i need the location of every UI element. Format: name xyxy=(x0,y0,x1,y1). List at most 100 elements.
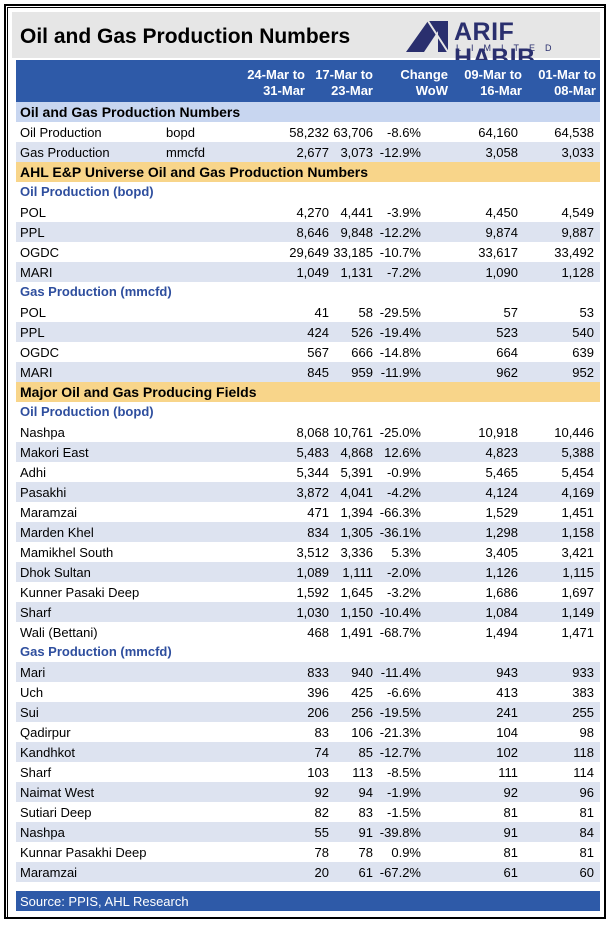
value-09mar-16mar: 3,058 xyxy=(485,145,518,160)
row-label: PPL xyxy=(20,325,45,340)
value-09mar-16mar: 1,529 xyxy=(485,505,518,520)
table-row: Pasakhi 3,872 4,041 -4.2% 4,124 4,169 xyxy=(16,482,600,502)
value-17mar-23mar: 91 xyxy=(358,825,373,840)
row-unit: bopd xyxy=(166,125,195,140)
value-09mar-16mar: 57 xyxy=(503,305,518,320)
value-24mar-31mar: 41 xyxy=(314,305,329,320)
row-label: Kunnar Pasakhi Deep xyxy=(20,845,147,860)
value-01mar-08mar: 33,492 xyxy=(554,245,594,260)
header-col-1-line1: 24-Mar to xyxy=(247,67,305,82)
value-24mar-31mar: 1,030 xyxy=(296,605,329,620)
value-change-wow: -67.2% xyxy=(379,865,421,880)
table-body: Oil and Gas Production Numbers Oil Produc… xyxy=(16,102,600,882)
company-logo: ARIF HABIB LIMITED xyxy=(404,19,590,71)
value-09mar-16mar: 1,686 xyxy=(485,585,518,600)
row-label: Uch xyxy=(20,685,44,700)
value-01mar-08mar: 933 xyxy=(572,665,594,680)
row-label: Maramzai xyxy=(20,505,78,520)
value-17mar-23mar: 1,645 xyxy=(340,585,373,600)
value-24mar-31mar: 5,483 xyxy=(296,445,329,460)
value-change-wow: -6.6% xyxy=(387,685,421,700)
value-01mar-08mar: 1,149 xyxy=(561,605,594,620)
value-09mar-16mar: 81 xyxy=(503,805,518,820)
subsection-header: Gas Production (mmcfd) xyxy=(16,642,600,662)
header-col-3: Change WoW xyxy=(400,67,448,99)
value-17mar-23mar: 5,391 xyxy=(340,465,373,480)
table-row: OGDC 29,649 33,185 -10.7% 33,617 33,492 xyxy=(16,242,600,262)
table-header: 24-Mar to 31-Mar 17-Mar to 23-Mar Change… xyxy=(16,60,600,102)
value-09mar-16mar: 962 xyxy=(496,365,518,380)
inner-frame xyxy=(7,7,605,918)
row-label: Kunner Pasaki Deep xyxy=(20,585,140,600)
title-bar: Oil and Gas Production Numbers ARIF HABI… xyxy=(12,12,600,71)
header-col-2: 17-Mar to 23-Mar xyxy=(315,67,373,99)
header-col-5-line2: 08-Mar xyxy=(554,83,596,98)
value-change-wow: -1.5% xyxy=(387,805,421,820)
value-01mar-08mar: 1,451 xyxy=(561,505,594,520)
row-label: Sharf xyxy=(20,605,52,620)
header-col-3-line2: WoW xyxy=(415,83,448,98)
value-change-wow: -12.7% xyxy=(379,745,421,760)
value-24mar-31mar: 5,344 xyxy=(296,465,329,480)
header-col-4-line1: 09-Mar to xyxy=(464,67,522,82)
value-01mar-08mar: 10,446 xyxy=(554,425,594,440)
row-label: Pasakhi xyxy=(20,485,67,500)
value-17mar-23mar: 3,073 xyxy=(340,145,373,160)
value-change-wow: -66.3% xyxy=(379,505,421,520)
table-row: Kandhkot 74 85 -12.7% 102 118 xyxy=(16,742,600,762)
value-01mar-08mar: 64,538 xyxy=(554,125,594,140)
value-17mar-23mar: 113 xyxy=(352,765,373,780)
value-17mar-23mar: 78 xyxy=(358,845,373,860)
row-label: MARI xyxy=(20,365,53,380)
table-row: Sharf 1,030 1,150 -10.4% 1,084 1,149 xyxy=(16,602,600,622)
value-17mar-23mar: 1,111 xyxy=(342,565,373,580)
table-row: Naimat West 92 94 -1.9% 92 96 xyxy=(16,782,600,802)
value-17mar-23mar: 85 xyxy=(358,745,373,760)
value-24mar-31mar: 206 xyxy=(307,705,329,720)
value-09mar-16mar: 64,160 xyxy=(478,125,518,140)
row-label: Major Oil and Gas Producing Fields xyxy=(20,384,257,400)
table-row: OGDC 567 666 -14.8% 664 639 xyxy=(16,342,600,362)
source-text: Source: PPIS, AHL Research xyxy=(20,894,189,909)
table-row: Uch 396 425 -6.6% 413 383 xyxy=(16,682,600,702)
value-change-wow: -0.9% xyxy=(387,465,421,480)
value-24mar-31mar: 833 xyxy=(307,665,329,680)
value-change-wow: -19.5% xyxy=(379,705,421,720)
value-17mar-23mar: 526 xyxy=(351,325,373,340)
table-row: Maramzai 471 1,394 -66.3% 1,529 1,451 xyxy=(16,502,600,522)
section-header: Major Oil and Gas Producing Fields xyxy=(16,382,600,402)
row-label: PPL xyxy=(20,225,45,240)
value-01mar-08mar: 1,158 xyxy=(561,525,594,540)
row-label: Gas Production xyxy=(20,145,110,160)
value-17mar-23mar: 10,761 xyxy=(333,425,373,440)
value-change-wow: -8.6% xyxy=(387,125,421,140)
value-09mar-16mar: 92 xyxy=(503,785,518,800)
value-01mar-08mar: 96 xyxy=(579,785,594,800)
value-change-wow: -1.9% xyxy=(387,785,421,800)
value-09mar-16mar: 943 xyxy=(496,665,518,680)
value-09mar-16mar: 33,617 xyxy=(478,245,518,260)
row-label: Mari xyxy=(20,665,46,680)
value-01mar-08mar: 53 xyxy=(579,305,594,320)
value-change-wow: -11.4% xyxy=(380,665,421,680)
row-label: Mamikhel South xyxy=(20,545,114,560)
value-change-wow: -14.8% xyxy=(379,345,421,360)
row-label: Qadirpur xyxy=(20,725,71,740)
table-row: Sutiari Deep 82 83 -1.5% 81 81 xyxy=(16,802,600,822)
value-24mar-31mar: 83 xyxy=(314,725,329,740)
value-24mar-31mar: 20 xyxy=(314,865,329,880)
value-24mar-31mar: 3,872 xyxy=(296,485,329,500)
value-09mar-16mar: 523 xyxy=(496,325,518,340)
value-09mar-16mar: 10,918 xyxy=(478,425,518,440)
row-label: Gas Production (mmcfd) xyxy=(20,284,172,299)
value-09mar-16mar: 102 xyxy=(496,745,518,760)
value-09mar-16mar: 81 xyxy=(503,845,518,860)
value-01mar-08mar: 639 xyxy=(572,345,594,360)
value-17mar-23mar: 83 xyxy=(358,805,373,820)
value-01mar-08mar: 98 xyxy=(579,725,594,740)
row-label: Makori East xyxy=(20,445,89,460)
value-17mar-23mar: 256 xyxy=(351,705,373,720)
table-row: Mamikhel South 3,512 3,336 5.3% 3,405 3,421 xyxy=(16,542,600,562)
value-01mar-08mar: 3,033 xyxy=(561,145,594,160)
value-01mar-08mar: 5,454 xyxy=(561,465,594,480)
